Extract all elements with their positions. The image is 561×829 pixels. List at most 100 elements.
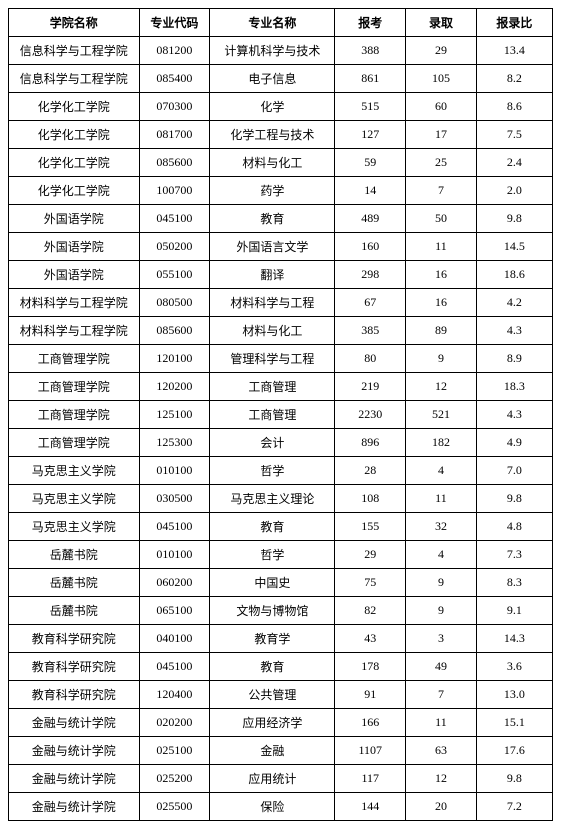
table-row: 岳麓书院060200中国史7598.3 xyxy=(9,569,553,597)
cell-admit: 17 xyxy=(406,121,477,149)
cell-ratio: 4.8 xyxy=(476,513,552,541)
cell-admit: 4 xyxy=(406,541,477,569)
cell-college: 教育科学研究院 xyxy=(9,653,140,681)
cell-college: 化学化工学院 xyxy=(9,93,140,121)
cell-code: 120100 xyxy=(139,345,210,373)
cell-major: 教育 xyxy=(210,653,335,681)
cell-ratio: 7.5 xyxy=(476,121,552,149)
table-header-row: 学院名称 专业代码 专业名称 报考 录取 报录比 xyxy=(9,9,553,37)
cell-ratio: 8.6 xyxy=(476,93,552,121)
cell-admit: 89 xyxy=(406,317,477,345)
cell-apply: 219 xyxy=(335,373,406,401)
cell-apply: 75 xyxy=(335,569,406,597)
cell-apply: 117 xyxy=(335,765,406,793)
cell-ratio: 3.6 xyxy=(476,653,552,681)
cell-major: 化学 xyxy=(210,93,335,121)
table-row: 金融与统计学院025200应用统计117129.8 xyxy=(9,765,553,793)
table-row: 工商管理学院125100工商管理22305214.3 xyxy=(9,401,553,429)
cell-college: 材料科学与工程学院 xyxy=(9,289,140,317)
cell-college: 外国语学院 xyxy=(9,205,140,233)
cell-admit: 16 xyxy=(406,289,477,317)
cell-admit: 49 xyxy=(406,653,477,681)
cell-apply: 1107 xyxy=(335,737,406,765)
cell-ratio: 8.3 xyxy=(476,569,552,597)
cell-admit: 16 xyxy=(406,261,477,289)
cell-code: 065100 xyxy=(139,597,210,625)
cell-code: 120200 xyxy=(139,373,210,401)
cell-code: 081200 xyxy=(139,37,210,65)
cell-ratio: 9.1 xyxy=(476,597,552,625)
cell-ratio: 4.9 xyxy=(476,429,552,457)
cell-major: 计算机科学与技术 xyxy=(210,37,335,65)
cell-code: 060200 xyxy=(139,569,210,597)
cell-code: 120400 xyxy=(139,681,210,709)
cell-major: 材料与化工 xyxy=(210,149,335,177)
cell-college: 岳麓书院 xyxy=(9,541,140,569)
cell-college: 外国语学院 xyxy=(9,261,140,289)
cell-ratio: 2.4 xyxy=(476,149,552,177)
cell-college: 教育科学研究院 xyxy=(9,681,140,709)
table-row: 工商管理学院120100管理科学与工程8098.9 xyxy=(9,345,553,373)
table-row: 材料科学与工程学院080500材料科学与工程67164.2 xyxy=(9,289,553,317)
cell-major: 药学 xyxy=(210,177,335,205)
cell-apply: 861 xyxy=(335,65,406,93)
cell-code: 010100 xyxy=(139,457,210,485)
cell-code: 080500 xyxy=(139,289,210,317)
cell-ratio: 15.1 xyxy=(476,709,552,737)
cell-major: 应用经济学 xyxy=(210,709,335,737)
cell-ratio: 2.0 xyxy=(476,177,552,205)
cell-major: 教育 xyxy=(210,513,335,541)
cell-college: 化学化工学院 xyxy=(9,177,140,205)
header-admit: 录取 xyxy=(406,9,477,37)
table-row: 岳麓书院010100哲学2947.3 xyxy=(9,541,553,569)
cell-apply: 155 xyxy=(335,513,406,541)
cell-code: 030500 xyxy=(139,485,210,513)
cell-admit: 12 xyxy=(406,765,477,793)
table-body: 信息科学与工程学院081200计算机科学与技术3882913.4信息科学与工程学… xyxy=(9,37,553,821)
cell-ratio: 18.6 xyxy=(476,261,552,289)
table-row: 外国语学院045100教育489509.8 xyxy=(9,205,553,233)
cell-code: 025200 xyxy=(139,765,210,793)
cell-college: 马克思主义学院 xyxy=(9,485,140,513)
cell-code: 125100 xyxy=(139,401,210,429)
cell-apply: 385 xyxy=(335,317,406,345)
cell-code: 070300 xyxy=(139,93,210,121)
cell-apply: 59 xyxy=(335,149,406,177)
cell-code: 045100 xyxy=(139,653,210,681)
cell-admit: 7 xyxy=(406,177,477,205)
cell-code: 081700 xyxy=(139,121,210,149)
admission-table: 学院名称 专业代码 专业名称 报考 录取 报录比 信息科学与工程学院081200… xyxy=(8,8,553,821)
cell-college: 马克思主义学院 xyxy=(9,457,140,485)
table-row: 信息科学与工程学院081200计算机科学与技术3882913.4 xyxy=(9,37,553,65)
cell-apply: 178 xyxy=(335,653,406,681)
cell-major: 文物与博物馆 xyxy=(210,597,335,625)
cell-college: 信息科学与工程学院 xyxy=(9,65,140,93)
cell-code: 045100 xyxy=(139,205,210,233)
cell-admit: 9 xyxy=(406,597,477,625)
cell-code: 010100 xyxy=(139,541,210,569)
cell-college: 金融与统计学院 xyxy=(9,709,140,737)
header-code: 专业代码 xyxy=(139,9,210,37)
cell-code: 025500 xyxy=(139,793,210,821)
cell-major: 公共管理 xyxy=(210,681,335,709)
cell-code: 055100 xyxy=(139,261,210,289)
cell-ratio: 9.8 xyxy=(476,205,552,233)
cell-admit: 9 xyxy=(406,345,477,373)
table-row: 金融与统计学院020200应用经济学1661115.1 xyxy=(9,709,553,737)
cell-apply: 298 xyxy=(335,261,406,289)
cell-apply: 2230 xyxy=(335,401,406,429)
cell-major: 哲学 xyxy=(210,541,335,569)
table-row: 马克思主义学院045100教育155324.8 xyxy=(9,513,553,541)
cell-admit: 521 xyxy=(406,401,477,429)
table-row: 教育科学研究院120400公共管理91713.0 xyxy=(9,681,553,709)
cell-apply: 896 xyxy=(335,429,406,457)
cell-major: 会计 xyxy=(210,429,335,457)
cell-ratio: 7.3 xyxy=(476,541,552,569)
cell-apply: 108 xyxy=(335,485,406,513)
cell-major: 材料与化工 xyxy=(210,317,335,345)
cell-admit: 12 xyxy=(406,373,477,401)
cell-ratio: 8.2 xyxy=(476,65,552,93)
cell-college: 工商管理学院 xyxy=(9,401,140,429)
cell-ratio: 9.8 xyxy=(476,485,552,513)
cell-apply: 80 xyxy=(335,345,406,373)
